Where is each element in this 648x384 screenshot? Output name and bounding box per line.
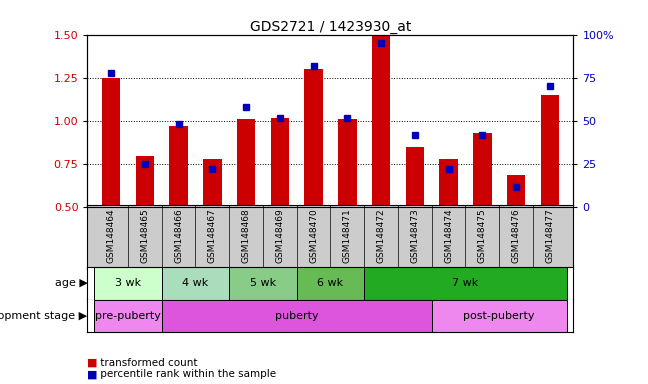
- Text: GSM148465: GSM148465: [141, 209, 149, 263]
- Bar: [406, 147, 424, 207]
- Bar: [473, 133, 492, 207]
- Text: GSM148467: GSM148467: [208, 209, 217, 263]
- Bar: [297, 267, 364, 300]
- Text: GSM148464: GSM148464: [107, 209, 115, 263]
- Text: pre-puberty: pre-puberty: [95, 311, 161, 321]
- Bar: [372, 36, 390, 207]
- Bar: [305, 69, 323, 207]
- Text: ■: ■: [87, 358, 98, 368]
- Bar: [271, 118, 289, 207]
- Bar: [94, 300, 162, 332]
- Bar: [135, 156, 154, 207]
- Text: GSM148471: GSM148471: [343, 209, 352, 263]
- Bar: [439, 159, 458, 207]
- Bar: [540, 95, 559, 207]
- Text: GSM148470: GSM148470: [309, 209, 318, 263]
- Text: 7 wk: 7 wk: [452, 278, 479, 288]
- Bar: [338, 119, 356, 207]
- Bar: [237, 119, 255, 207]
- Text: GSM148476: GSM148476: [512, 209, 520, 263]
- Text: development stage ▶: development stage ▶: [0, 311, 87, 321]
- Bar: [169, 126, 188, 207]
- Text: 3 wk: 3 wk: [115, 278, 141, 288]
- Text: GSM148466: GSM148466: [174, 209, 183, 263]
- Bar: [203, 159, 222, 207]
- Text: GSM148469: GSM148469: [275, 209, 284, 263]
- Bar: [102, 78, 121, 207]
- Bar: [432, 300, 567, 332]
- Title: GDS2721 / 1423930_at: GDS2721 / 1423930_at: [249, 20, 411, 33]
- Bar: [94, 267, 162, 300]
- Text: GSM148474: GSM148474: [444, 209, 453, 263]
- Bar: [162, 300, 432, 332]
- Text: ■: ■: [87, 369, 98, 379]
- Text: puberty: puberty: [275, 311, 319, 321]
- Text: GSM148477: GSM148477: [546, 209, 554, 263]
- Text: 6 wk: 6 wk: [318, 278, 343, 288]
- Text: GSM148475: GSM148475: [478, 209, 487, 263]
- Text: GSM148473: GSM148473: [410, 209, 419, 263]
- Bar: [364, 267, 567, 300]
- Text: 5 wk: 5 wk: [250, 278, 276, 288]
- Text: post-puberty: post-puberty: [463, 311, 535, 321]
- Bar: [507, 174, 526, 207]
- Text: 4 wk: 4 wk: [182, 278, 209, 288]
- Text: percentile rank within the sample: percentile rank within the sample: [97, 369, 276, 379]
- Text: GSM148468: GSM148468: [242, 209, 251, 263]
- Bar: [162, 267, 229, 300]
- Text: transformed count: transformed count: [97, 358, 198, 368]
- Text: age ▶: age ▶: [54, 278, 87, 288]
- Text: GSM148472: GSM148472: [376, 209, 386, 263]
- Bar: [229, 267, 297, 300]
